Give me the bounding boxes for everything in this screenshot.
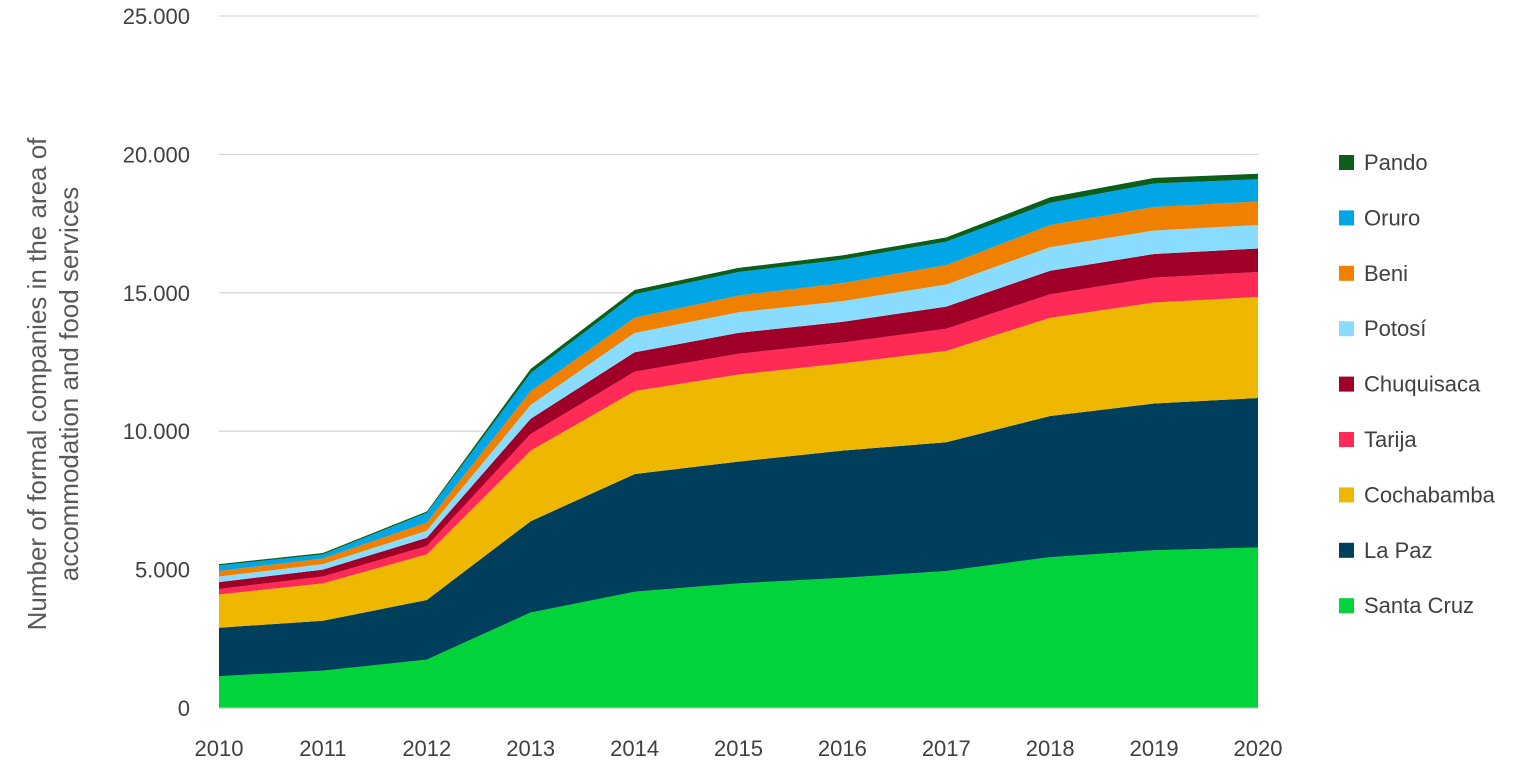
x-tick-label: 2014 — [610, 736, 659, 761]
area-cochabamba — [219, 297, 1258, 628]
area-la-paz — [219, 398, 1258, 677]
legend-item-cochabamba: Cochabamba — [1339, 482, 1496, 507]
legend-swatch — [1339, 210, 1354, 226]
legend-label: Santa Cruz — [1364, 593, 1474, 618]
legend-swatch — [1339, 376, 1354, 392]
legend-swatch — [1339, 542, 1354, 558]
area-santa-cruz — [219, 547, 1258, 708]
legend-swatch — [1339, 598, 1354, 614]
x-tick-label: 2010 — [195, 736, 244, 761]
legend-item-beni: Beni — [1339, 261, 1408, 286]
y-tick-label: 25.000 — [123, 4, 190, 29]
y-tick-label: 0 — [178, 696, 190, 721]
y-tick-label: 5.000 — [135, 558, 190, 583]
plot-areas — [219, 173, 1258, 708]
legend: Pando Oruro Beni Potosí Chuquisaca Tarija Coch… — [1339, 150, 1496, 618]
legend-label: La Paz — [1364, 538, 1433, 563]
legend-label: Oruro — [1364, 205, 1420, 230]
x-axis-ticks: 2010 2011 2012 2013 2014 2015 2016 2017 2018 2019… — [195, 736, 1283, 761]
x-tick-label: 2015 — [714, 736, 763, 761]
legend-item-santa-cruz: Santa Cruz — [1339, 593, 1474, 618]
legend-label: Beni — [1364, 261, 1408, 286]
x-tick-label: 2018 — [1026, 736, 1075, 761]
legend-swatch — [1339, 265, 1354, 281]
legend-item-chuquisaca: Chuquisaca — [1339, 372, 1481, 397]
y-tick-label: 20.000 — [123, 142, 190, 167]
y-tick-label: 10.000 — [123, 419, 190, 444]
legend-label: Chuquisaca — [1364, 372, 1481, 397]
y-axis-label-line2: accommodation and food services — [54, 187, 84, 582]
x-tick-label: 2019 — [1130, 736, 1179, 761]
legend-item-potos-: Potosí — [1339, 316, 1426, 341]
x-tick-label: 2017 — [922, 736, 971, 761]
legend-item-oruro: Oruro — [1339, 205, 1420, 230]
x-tick-label: 2013 — [506, 736, 555, 761]
y-axis-ticks: 0 5.000 10.000 15.000 20.000 25.000 — [123, 4, 190, 721]
y-axis-label-line1: Number of formal companies in the area o… — [22, 137, 52, 631]
legend-item-pando: Pando — [1339, 150, 1428, 175]
legend-swatch — [1339, 487, 1354, 503]
x-tick-label: 2011 — [299, 736, 346, 761]
legend-swatch — [1339, 321, 1354, 337]
y-tick-label: 15.000 — [123, 281, 190, 306]
legend-label: Cochabamba — [1364, 482, 1496, 507]
legend-item-tarija: Tarija — [1339, 427, 1417, 452]
legend-label: Tarija — [1364, 427, 1417, 452]
legend-item-la-paz: La Paz — [1339, 538, 1433, 563]
x-tick-label: 2020 — [1234, 736, 1283, 761]
x-tick-label: 2012 — [402, 736, 451, 761]
legend-swatch — [1339, 432, 1354, 447]
legend-label: Potosí — [1364, 316, 1426, 341]
legend-label: Pando — [1364, 150, 1428, 175]
x-tick-label: 2016 — [818, 736, 867, 761]
legend-swatch — [1339, 155, 1354, 170]
